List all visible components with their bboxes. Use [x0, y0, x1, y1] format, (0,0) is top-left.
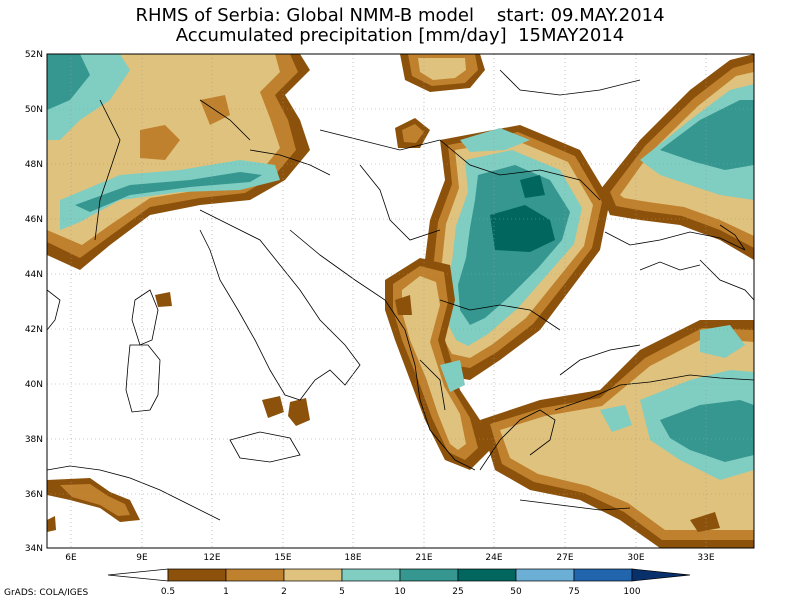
latitude-labels: 52N 50N 48N 46N 44N 42N 40N 38N 36N 34N [25, 50, 43, 554]
lon-label: 24E [485, 553, 502, 563]
lat-label: 52N [25, 50, 43, 60]
lat-label: 38N [25, 435, 43, 445]
lon-label: 27E [556, 553, 573, 563]
colorbar-label: 75 [568, 587, 579, 597]
lat-label: 44N [25, 270, 43, 280]
colorbar-label: 50 [510, 587, 522, 597]
colorbar-segment [167, 568, 227, 582]
map-subtitle: Accumulated precipitation [mm/day] 15MAY… [175, 25, 625, 46]
grads-credit: GrADS: COLA/IGES [4, 588, 89, 598]
lat-label: 48N [25, 160, 43, 170]
precip-region-aegean [480, 320, 754, 548]
lat-label: 34N [25, 544, 43, 554]
lat-label: 40N [25, 380, 43, 390]
colorbar-segment [573, 568, 633, 582]
precip-region-northeast [600, 54, 754, 260]
longitude-labels: 6E 9E 12E 15E 18E 21E 24E 27E 30E 33E [65, 553, 715, 563]
lat-label: 36N [25, 490, 43, 500]
colorbar-segment [283, 568, 343, 582]
lon-label: 30E [627, 553, 644, 563]
lat-label: 50N [25, 105, 43, 115]
lon-label: 12E [203, 553, 220, 563]
colorbar-segment [399, 568, 459, 582]
colorbar: 0.5 1 2 5 10 25 50 75 100 [107, 568, 691, 597]
colorbar-segment [631, 568, 691, 582]
colorbar-label: 25 [452, 587, 463, 597]
colorbar-segment [515, 568, 575, 582]
colorbar-segment [341, 568, 401, 582]
precip-region-balkans [410, 125, 610, 380]
map-frame [46, 53, 755, 549]
colorbar-label: 5 [339, 587, 345, 597]
colorbar-label: 1 [223, 587, 229, 597]
lon-label: 9E [136, 553, 148, 563]
colorbar-label: 10 [394, 587, 406, 597]
lat-label: 42N [25, 325, 43, 335]
colorbar-label: 100 [623, 587, 640, 597]
precip-patches-misc [47, 292, 310, 532]
colorbar-segment [457, 568, 517, 582]
precip-region-western-balkans [385, 258, 490, 470]
coastlines-borders [47, 69, 754, 521]
colorbar-segment [107, 568, 169, 582]
lon-label: 15E [274, 553, 291, 563]
colorbar-segment [225, 568, 285, 582]
colorbar-label: 0.5 [161, 587, 175, 597]
precip-region-north [395, 54, 485, 148]
lat-label: 46N [25, 215, 43, 225]
lon-label: 33E [697, 553, 714, 563]
precip-region-central-europe [47, 54, 310, 270]
colorbar-label: 2 [281, 587, 287, 597]
lon-label: 18E [344, 553, 361, 563]
map-title: RHMS of Serbia: Global NMM-B model start… [135, 5, 665, 26]
lon-label: 6E [65, 553, 77, 563]
lon-label: 21E [415, 553, 432, 563]
